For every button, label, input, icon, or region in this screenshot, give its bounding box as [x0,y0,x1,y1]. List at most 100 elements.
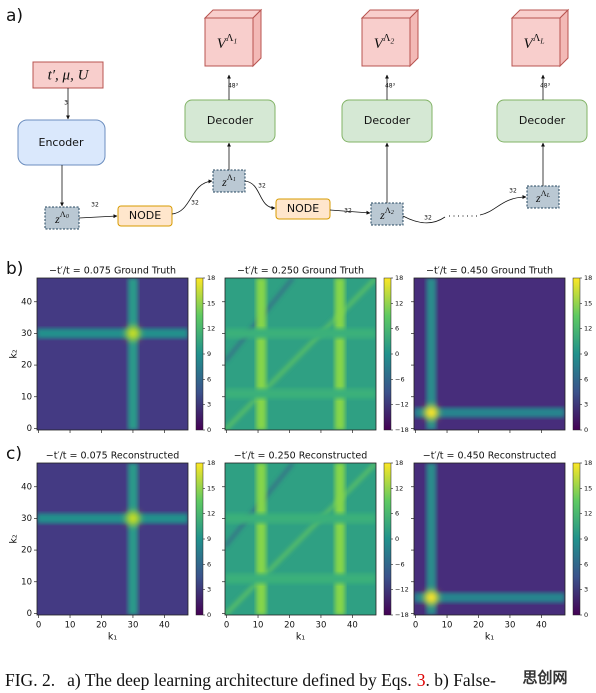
heatmap [37,463,188,615]
x-tick-label: 20 [473,621,484,631]
latent-label: zΛ2 [379,206,394,222]
arrow [171,179,213,215]
heatmap-band [127,278,138,430]
colorbar [383,462,392,616]
x-tick-label: 30 [316,621,327,631]
decoder-label: Decoder [207,114,254,127]
colorbar-tick-label: −12 [395,401,409,409]
y-tick-label: 0 [27,424,32,434]
panel-title: −t′/t = 0.075 Reconstructed [46,451,179,462]
latent-label-sup: Λ [60,210,66,219]
heatmap-frame [36,277,189,431]
colorbar-tick-label: 18 [395,274,403,282]
latent-label-sup: Λ [541,189,547,198]
heatmap-spot [424,405,439,420]
latent-label-sup: Λ [385,206,391,215]
colorbar-tick-label: 15 [207,484,215,492]
y-tick-label: 0 [27,609,32,619]
x-tick-label: 0 [36,621,41,631]
heatmap-band [225,573,376,584]
edge-label: 32 [258,183,266,190]
colorbar-tick-label: 15 [584,299,592,307]
latent-label-base: z [379,208,385,222]
decoder-label: Decoder [519,114,566,127]
colorbar-tick-label: 12 [207,510,215,518]
encoder-label: Encoder [39,136,84,149]
latent-label-base: z [221,175,227,189]
colorbar-tick-label: 6 [584,375,588,383]
latent-label-sup: Λ [227,173,233,182]
y-axis-label: k₂ [9,349,20,359]
caption-fig: FIG. 2. [5,670,55,690]
heatmap-band [127,463,138,615]
output-label-sub: 2 [391,36,395,45]
colorbar-tick-label: 12 [584,510,592,518]
colorbar-tick-label: 0 [395,350,399,358]
node-box [117,205,173,227]
edge-label: 48³ [540,83,551,90]
colorbar-tick-label: −6 [395,375,405,383]
y-tick-label: 10 [21,392,32,402]
heatmap-image [414,278,565,430]
y-tick-label: 40 [21,297,32,307]
y-tick-label: 20 [21,546,32,556]
x-tick-label: 0 [413,621,418,631]
colorbar [195,462,204,616]
input-label: t′, μ, U [48,67,90,83]
arrow [329,209,371,215]
colorbar-tick-label: 0 [395,535,399,543]
decoder-box [496,99,588,143]
cube-top [510,9,570,19]
output-label-sub: L [539,36,544,45]
colorbar-tick-label: 18 [395,459,403,467]
output-label-sub: 1 [234,36,238,45]
colorbar-tick-label: 3 [207,586,211,594]
heatmap-spot [125,511,140,526]
output-label-base: V [524,36,535,52]
output-label: VΛ2 [374,33,395,52]
colorbar-tick-label: 3 [207,401,211,409]
output-label: VΛ1 [217,33,238,52]
output-label-sup: Λ [226,33,234,44]
cube-front [511,17,561,67]
cube-top [360,9,420,19]
heatmap-band [256,463,267,615]
output-label-base: V [217,36,228,52]
x-tick-label: 20 [96,621,107,631]
colorbar-tick-label: 15 [207,299,215,307]
edge-label: 32 [509,188,517,195]
heatmap-frame [224,462,377,616]
x-tick-label: 10 [442,621,453,631]
y-tick-label: 10 [21,577,32,587]
heatmap-frame [413,462,566,616]
edge-label: 48³ [385,83,396,90]
heatmap-band [37,328,188,339]
colorbar [572,277,581,431]
heatmap [37,278,188,430]
cube-side [409,8,419,68]
y-tick-label: 30 [21,514,32,524]
heatmap-frame [413,277,566,431]
heatmap-image [37,463,188,615]
latent-label: zΛ1 [221,173,236,189]
colorbar-tick-label: 18 [207,459,215,467]
heatmap-image [225,278,376,430]
arrow [402,215,446,224]
edge-label: 32 [191,200,199,207]
heatmap-band [256,278,267,430]
row-label: c) [6,444,22,464]
colorbar-tick-label: 15 [584,484,592,492]
colorbar-tick-label: 6 [395,510,399,518]
colorbar-tick-label: −6 [395,560,405,568]
edge-label: 3 [64,100,68,107]
heatmap-image [37,278,188,430]
cube-side [252,8,262,68]
colorbar-tick-label: 12 [395,299,403,307]
heatmap-diag [225,278,376,430]
latent-label-base: z [54,212,60,226]
cube-top [203,9,263,19]
colorbar-tick-label: 3 [584,586,588,594]
colorbar-tick-label: 9 [207,350,211,358]
heatmap-band [37,513,188,524]
colorbar-tick-label: 12 [395,484,403,492]
